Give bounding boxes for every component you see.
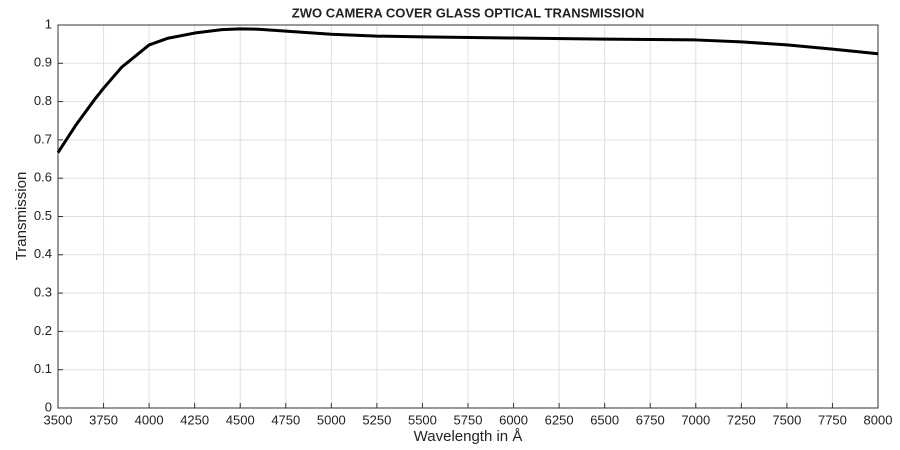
x-tick-label: 4250 bbox=[180, 412, 209, 427]
chart-title: ZWO CAMERA COVER GLASS OPTICAL TRANSMISS… bbox=[292, 5, 644, 20]
x-tick-label: 5500 bbox=[408, 412, 437, 427]
y-tick-label: 0 bbox=[45, 399, 52, 414]
y-tick-label: 0.5 bbox=[34, 208, 52, 223]
x-tick-label: 8000 bbox=[864, 412, 893, 427]
y-axis-label: Transmission bbox=[13, 172, 30, 261]
x-tick-label: 6750 bbox=[636, 412, 665, 427]
y-tick-label: 0.1 bbox=[34, 361, 52, 376]
x-tick-label: 7000 bbox=[681, 412, 710, 427]
y-tick-label: 0.3 bbox=[34, 285, 52, 300]
x-tick-label: 6500 bbox=[590, 412, 619, 427]
y-tick-label: 0.9 bbox=[34, 55, 52, 70]
x-axis-label: Wavelength in Å bbox=[414, 428, 523, 445]
y-tick-label: 0.6 bbox=[34, 170, 52, 185]
y-tick-label: 0.7 bbox=[34, 131, 52, 146]
x-tick-label: 4000 bbox=[135, 412, 164, 427]
x-tick-label: 7250 bbox=[727, 412, 756, 427]
x-tick-label: 4750 bbox=[271, 412, 300, 427]
y-tick-label: 1 bbox=[45, 16, 52, 31]
data-line bbox=[56, 27, 879, 154]
x-tick-label: 3500 bbox=[44, 412, 73, 427]
x-tick-label: 6250 bbox=[545, 412, 574, 427]
x-tick-label: 7750 bbox=[818, 412, 847, 427]
x-tick-label: 5000 bbox=[317, 412, 346, 427]
plot-frame bbox=[57, 24, 879, 409]
x-tick-label: 7500 bbox=[772, 412, 801, 427]
y-tick-label: 0.4 bbox=[34, 246, 52, 261]
x-tick-label: 3750 bbox=[89, 412, 118, 427]
x-tick-label: 6000 bbox=[499, 412, 528, 427]
y-tick-label: 0.2 bbox=[34, 323, 52, 338]
x-tick-label: 4500 bbox=[226, 412, 255, 427]
y-tick-label: 0.8 bbox=[34, 93, 52, 108]
x-tick-label: 5750 bbox=[454, 412, 483, 427]
x-tick-label: 5250 bbox=[362, 412, 391, 427]
